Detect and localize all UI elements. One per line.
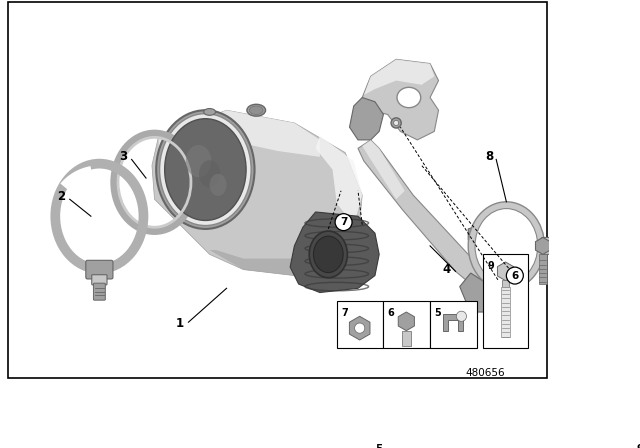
Text: 6: 6: [388, 308, 394, 318]
Polygon shape: [362, 140, 404, 199]
FancyBboxPatch shape: [93, 283, 106, 300]
Polygon shape: [349, 98, 383, 140]
Circle shape: [506, 267, 524, 284]
Polygon shape: [358, 140, 490, 293]
Text: 5: 5: [435, 308, 441, 318]
Ellipse shape: [309, 231, 348, 278]
Ellipse shape: [156, 110, 255, 229]
Text: 1: 1: [176, 317, 184, 330]
FancyBboxPatch shape: [501, 287, 510, 337]
Text: 3: 3: [119, 151, 127, 164]
Circle shape: [355, 323, 365, 333]
Polygon shape: [443, 314, 463, 331]
Polygon shape: [152, 110, 362, 276]
FancyBboxPatch shape: [541, 237, 561, 254]
Ellipse shape: [397, 87, 420, 108]
Ellipse shape: [186, 145, 211, 177]
Polygon shape: [316, 136, 362, 225]
Ellipse shape: [199, 160, 220, 187]
FancyBboxPatch shape: [502, 280, 509, 287]
Text: 9: 9: [637, 444, 640, 448]
Polygon shape: [290, 212, 379, 293]
Wedge shape: [60, 166, 93, 194]
Ellipse shape: [210, 174, 227, 196]
Circle shape: [394, 121, 399, 125]
Polygon shape: [210, 241, 337, 276]
Ellipse shape: [247, 104, 266, 116]
FancyBboxPatch shape: [539, 254, 547, 284]
Text: 480656: 480656: [465, 368, 505, 378]
Bar: [483, 254, 527, 348]
Text: 5: 5: [376, 444, 383, 448]
Ellipse shape: [475, 209, 538, 283]
Polygon shape: [468, 225, 481, 240]
Polygon shape: [362, 59, 438, 140]
Ellipse shape: [164, 119, 246, 220]
Bar: [383, 301, 430, 348]
Text: 2: 2: [57, 190, 65, 203]
FancyBboxPatch shape: [86, 260, 113, 279]
Bar: [430, 301, 477, 348]
Text: 6: 6: [511, 271, 518, 280]
Text: 4: 4: [443, 263, 451, 276]
Ellipse shape: [468, 202, 545, 290]
Bar: [337, 301, 383, 348]
Text: 9: 9: [488, 261, 495, 271]
Circle shape: [456, 311, 467, 321]
Ellipse shape: [204, 108, 216, 115]
Circle shape: [335, 214, 352, 231]
Circle shape: [391, 118, 401, 128]
Text: 7: 7: [340, 217, 348, 227]
Text: 7: 7: [341, 308, 348, 318]
FancyBboxPatch shape: [92, 275, 107, 285]
Text: 8: 8: [485, 151, 493, 164]
Ellipse shape: [159, 114, 251, 225]
Polygon shape: [460, 273, 498, 312]
Circle shape: [371, 441, 388, 448]
Polygon shape: [159, 110, 320, 165]
Polygon shape: [364, 59, 435, 95]
Ellipse shape: [314, 236, 343, 272]
Circle shape: [632, 441, 640, 448]
Ellipse shape: [250, 106, 263, 115]
FancyBboxPatch shape: [402, 331, 410, 346]
